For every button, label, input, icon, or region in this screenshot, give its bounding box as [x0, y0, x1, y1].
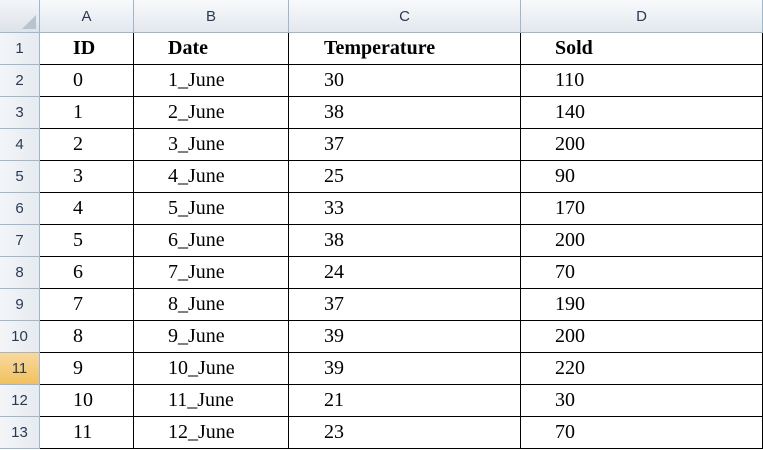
- table-cell-b6[interactable]: 5_June: [134, 193, 289, 225]
- header-cell-b[interactable]: Date: [134, 33, 289, 65]
- table-cell-a4[interactable]: 2: [40, 129, 134, 161]
- table-cell-b4[interactable]: 3_June: [134, 129, 289, 161]
- row-header-4[interactable]: 4: [0, 129, 40, 161]
- table-cell-a11[interactable]: 9: [40, 353, 134, 385]
- table-cell-c2[interactable]: 30: [289, 65, 521, 97]
- table-cell-d5[interactable]: 90: [521, 161, 763, 193]
- table-cell-b3[interactable]: 2_June: [134, 97, 289, 129]
- table-cell-d9[interactable]: 190: [521, 289, 763, 321]
- table-cell-a3[interactable]: 1: [40, 97, 134, 129]
- table-cell-b2[interactable]: 1_June: [134, 65, 289, 97]
- row-header-10[interactable]: 10: [0, 321, 40, 353]
- table-cell-b13[interactable]: 12_June: [134, 417, 289, 449]
- table-cell-a5[interactable]: 3: [40, 161, 134, 193]
- table-cell-d13[interactable]: 70: [521, 417, 763, 449]
- row-header-3[interactable]: 3: [0, 97, 40, 129]
- table-cell-a12[interactable]: 10: [40, 385, 134, 417]
- table-cell-c11[interactable]: 39: [289, 353, 521, 385]
- table-cell-a9[interactable]: 7: [40, 289, 134, 321]
- row-header-8[interactable]: 8: [0, 257, 40, 289]
- table-cell-c5[interactable]: 25: [289, 161, 521, 193]
- table-cell-b11[interactable]: 10_June: [134, 353, 289, 385]
- select-all-triangle-icon: [22, 15, 36, 29]
- table-cell-c3[interactable]: 38: [289, 97, 521, 129]
- row-header-12[interactable]: 12: [0, 385, 40, 417]
- table-cell-c13[interactable]: 23: [289, 417, 521, 449]
- table-cell-d3[interactable]: 140: [521, 97, 763, 129]
- table-cell-c10[interactable]: 39: [289, 321, 521, 353]
- select-all-corner[interactable]: [0, 0, 40, 33]
- table-cell-b12[interactable]: 11_June: [134, 385, 289, 417]
- header-cell-a[interactable]: ID: [40, 33, 134, 65]
- table-cell-b9[interactable]: 8_June: [134, 289, 289, 321]
- row-header-2[interactable]: 2: [0, 65, 40, 97]
- table-cell-c4[interactable]: 37: [289, 129, 521, 161]
- column-header-b[interactable]: B: [134, 0, 289, 33]
- column-header-d[interactable]: D: [521, 0, 763, 33]
- table-cell-c8[interactable]: 24: [289, 257, 521, 289]
- row-header-13[interactable]: 13: [0, 417, 40, 449]
- table-cell-b7[interactable]: 6_June: [134, 225, 289, 257]
- table-cell-c6[interactable]: 33: [289, 193, 521, 225]
- table-cell-a10[interactable]: 8: [40, 321, 134, 353]
- table-cell-b8[interactable]: 7_June: [134, 257, 289, 289]
- column-header-c[interactable]: C: [289, 0, 521, 33]
- row-header-5[interactable]: 5: [0, 161, 40, 193]
- table-cell-c9[interactable]: 37: [289, 289, 521, 321]
- table-cell-a7[interactable]: 5: [40, 225, 134, 257]
- table-cell-d4[interactable]: 200: [521, 129, 763, 161]
- table-cell-d12[interactable]: 30: [521, 385, 763, 417]
- table-cell-d6[interactable]: 170: [521, 193, 763, 225]
- row-header-1[interactable]: 1: [0, 33, 40, 65]
- table-cell-a13[interactable]: 11: [40, 417, 134, 449]
- header-cell-d[interactable]: Sold: [521, 33, 763, 65]
- table-cell-c7[interactable]: 38: [289, 225, 521, 257]
- table-cell-a2[interactable]: 0: [40, 65, 134, 97]
- table-cell-c12[interactable]: 21: [289, 385, 521, 417]
- row-header-7[interactable]: 7: [0, 225, 40, 257]
- row-header-6[interactable]: 6: [0, 193, 40, 225]
- table-cell-d7[interactable]: 200: [521, 225, 763, 257]
- table-cell-b5[interactable]: 4_June: [134, 161, 289, 193]
- row-header-11[interactable]: 11: [0, 353, 40, 385]
- header-cell-c[interactable]: Temperature: [289, 33, 521, 65]
- table-cell-a8[interactable]: 6: [40, 257, 134, 289]
- row-header-9[interactable]: 9: [0, 289, 40, 321]
- table-cell-d8[interactable]: 70: [521, 257, 763, 289]
- table-cell-d2[interactable]: 110: [521, 65, 763, 97]
- table-cell-d10[interactable]: 200: [521, 321, 763, 353]
- column-header-a[interactable]: A: [40, 0, 134, 33]
- table-cell-b10[interactable]: 9_June: [134, 321, 289, 353]
- table-cell-d11[interactable]: 220: [521, 353, 763, 385]
- table-cell-a6[interactable]: 4: [40, 193, 134, 225]
